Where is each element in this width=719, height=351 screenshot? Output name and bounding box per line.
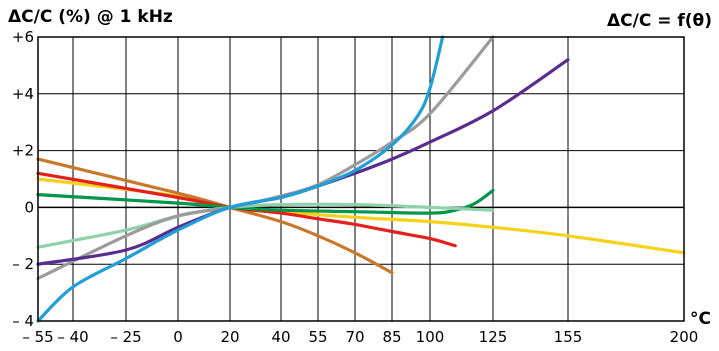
tick-labels: +6 +4 +2 0 – 2 – 4– 55– 40 – 25 0 20 40 55 70 85 100 1… <box>12 28 698 346</box>
x-tick-label: 40 <box>271 328 290 346</box>
x-tick-label: 125 <box>479 328 508 346</box>
y-tick-label: +2 <box>12 142 34 160</box>
series-line-7 <box>36 35 445 323</box>
title-left: ΔC/C (%) @ 1 kHz <box>8 7 173 27</box>
x-tick-label: – 55 <box>22 328 53 346</box>
x-tick-label: 0 <box>173 328 183 346</box>
series-line-3 <box>36 188 495 215</box>
axes <box>37 36 685 322</box>
x-tick-label: 155 <box>554 328 583 346</box>
x-tick-label: 20 <box>220 328 239 346</box>
x-axis-unit: °C <box>690 309 711 329</box>
x-tick-label: 200 <box>670 328 699 346</box>
y-tick-label: – 4 <box>12 312 34 330</box>
series-line-4 <box>36 202 495 249</box>
series-line-2 <box>36 171 457 248</box>
series-line-1 <box>36 157 394 275</box>
series-line-5 <box>36 35 495 280</box>
series-group <box>36 35 686 323</box>
y-tick-label: 0 <box>24 198 34 216</box>
plot-frame <box>37 36 685 322</box>
x-tick-label: – 25 <box>110 328 141 346</box>
x-tick-label: 100 <box>416 328 445 346</box>
x-tick-label: – 40 <box>57 328 88 346</box>
grid <box>38 37 684 321</box>
y-tick-label: +4 <box>12 85 34 103</box>
title-right: ΔC/C = f(θ) <box>607 11 712 31</box>
y-tick-label: – 2 <box>12 255 34 273</box>
x-tick-label: 55 <box>308 328 327 346</box>
y-tick-label: +6 <box>12 28 34 46</box>
x-tick-label: 85 <box>382 328 401 346</box>
x-tick-label: 70 <box>345 328 364 346</box>
